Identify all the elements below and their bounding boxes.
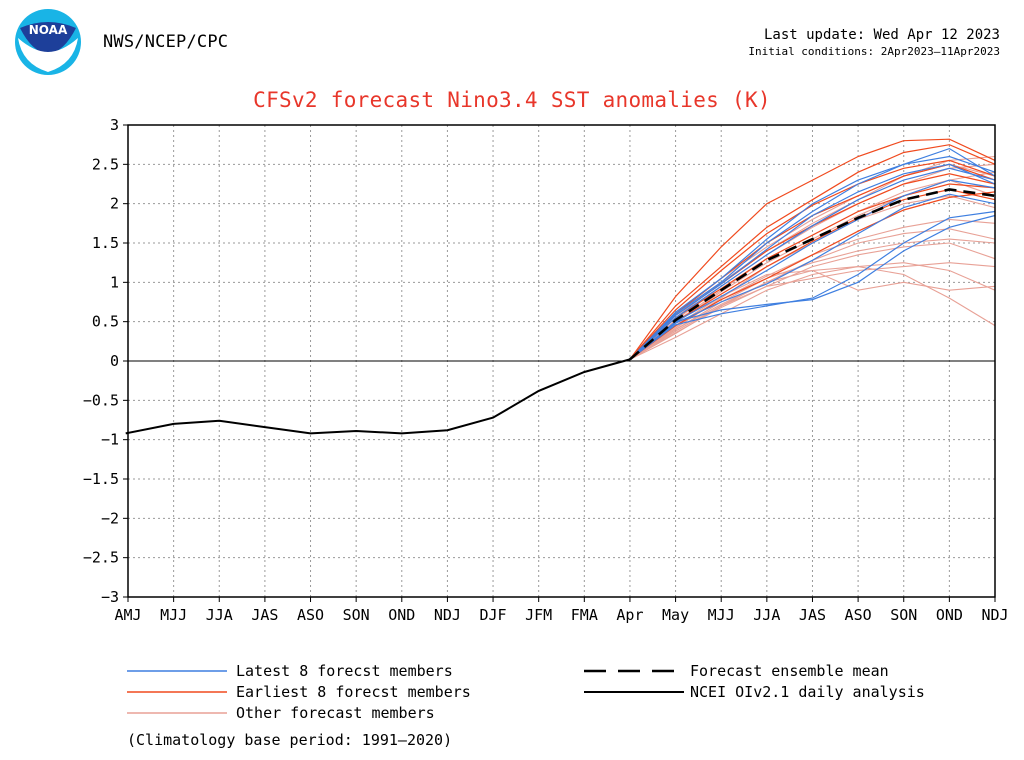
other-member-line [629, 228, 996, 360]
y-tick-label: −1 [101, 431, 119, 449]
y-tick-label: 0.5 [92, 313, 119, 331]
x-tick-label: DJF [480, 606, 507, 624]
x-tick-label: SON [890, 606, 917, 624]
x-tick-label: SON [343, 606, 370, 624]
last-update: Last update: Wed Apr 12 2023 [763, 27, 1000, 43]
y-tick-label: 1 [110, 273, 119, 291]
legend-earliest-label: Earliest 8 forecst members [236, 683, 471, 701]
x-tick-label: JFM [525, 606, 552, 624]
earliest-member-line [629, 159, 996, 360]
legend-analysis-label: NCEI OIv2.1 daily analysis [690, 683, 925, 701]
y-tick-label: −2.5 [83, 549, 119, 567]
y-tick-label: 1.5 [92, 234, 119, 252]
y-tick-label: −0.5 [83, 391, 119, 409]
latest-member-line [629, 167, 996, 360]
x-tick-label: JAS [799, 606, 826, 624]
analysis-line [125, 358, 631, 435]
latest-member-line [629, 179, 996, 360]
x-tick-label: Apr [616, 606, 643, 624]
x-tick-label: JAS [251, 606, 278, 624]
earliest-member-line [629, 191, 996, 360]
legend-other-swatch [127, 712, 227, 714]
legend-analysis-swatch [584, 691, 684, 693]
legend-earliest-swatch [127, 691, 227, 693]
legend-other-label: Other forecast members [236, 704, 435, 722]
latest-member-line [629, 214, 996, 360]
x-tick-label: JJA [206, 606, 233, 624]
legend-mean-label: Forecast ensemble mean [690, 662, 889, 680]
y-tick-label: 3 [110, 116, 119, 134]
earliest-member-line [629, 138, 996, 360]
x-tick-label: AMJ [114, 606, 141, 624]
x-tick-label: MJJ [160, 606, 187, 624]
other-member-line [629, 266, 996, 360]
latest-member-line [629, 163, 996, 360]
climatology-note: (Climatology base period: 1991–2020) [127, 731, 453, 749]
x-tick-label: ASO [845, 606, 872, 624]
latest-member-line [629, 155, 996, 360]
other-member-line [629, 238, 996, 360]
y-tick-label: −2 [101, 509, 119, 527]
legend-latest-label: Latest 8 forecst members [236, 662, 453, 680]
y-tick-label: 2 [110, 195, 119, 213]
latest-member-line [629, 193, 996, 360]
legend-mean-swatch [584, 669, 684, 673]
chart-title: CFSv2 forecast Nino3.4 SST anomalies (K) [253, 88, 771, 112]
earliest-member-line [629, 183, 996, 360]
x-tick-label: NDJ [981, 606, 1008, 624]
latest-member-line [629, 210, 996, 360]
latest-member-line [629, 147, 996, 360]
noaa-logo: NOAA [15, 9, 81, 75]
y-tick-label: −1.5 [83, 470, 119, 488]
agency-label: NWS/NCEP/CPC [103, 32, 229, 52]
ensemble-mean-line [629, 188, 996, 361]
earliest-member-line [629, 144, 996, 360]
initial-conditions: Initial conditions: 2Apr2023–11Apr2023 [748, 45, 1000, 58]
x-tick-label: OND [388, 606, 415, 624]
other-member-line [629, 242, 996, 360]
other-member-line [629, 262, 996, 360]
y-tick-label: 0 [110, 352, 119, 370]
x-tick-label: ASO [297, 606, 324, 624]
x-tick-label: May [662, 606, 689, 624]
y-tick-label: 2.5 [92, 155, 119, 173]
x-tick-label: JJA [753, 606, 780, 624]
x-tick-label: FMA [571, 606, 598, 624]
x-tick-label: MJJ [708, 606, 735, 624]
x-tick-label: OND [936, 606, 963, 624]
y-tick-label: −3 [101, 588, 119, 606]
x-tick-label: NDJ [434, 606, 461, 624]
legend-latest-swatch [127, 670, 227, 672]
logo-text: NOAA [29, 23, 68, 37]
other-member-line [629, 155, 996, 360]
